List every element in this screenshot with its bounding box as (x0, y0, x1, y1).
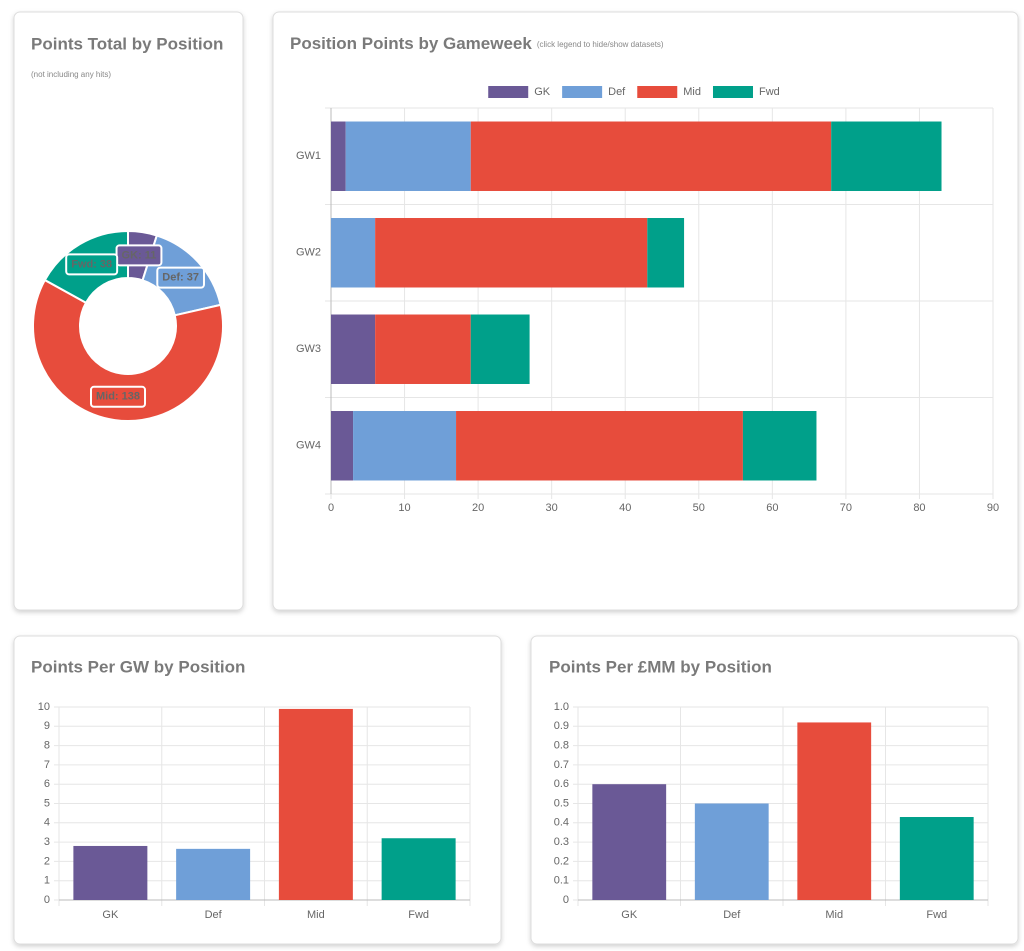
chart-heading: Position Points by Gameweek (click legend… (290, 34, 664, 53)
bar-segment (647, 218, 685, 288)
x-tick-label: 30 (546, 502, 558, 514)
chart-title: Points Per £MM by Position (549, 657, 772, 676)
y-tick-label: 5 (44, 797, 50, 809)
bar (899, 817, 974, 900)
bar (278, 708, 353, 900)
bar-segment (353, 411, 457, 481)
bar-segment (742, 411, 817, 481)
y-tick-label: 1 (44, 875, 50, 887)
x-tick-label: Mid (307, 909, 325, 921)
y-tick-label: 0.3 (554, 836, 569, 848)
legend-label[interactable]: Fwd (759, 86, 780, 98)
data-label-box (65, 253, 119, 276)
chart-title: Points Total by Position (31, 34, 223, 53)
legend-swatch[interactable] (637, 86, 678, 98)
x-tick-label: 40 (619, 502, 631, 514)
y-tick-label: 0.7 (554, 759, 569, 771)
y-tick-label: GW4 (296, 440, 321, 452)
bar-segment (345, 121, 471, 191)
x-tick-label: 60 (766, 502, 778, 514)
bar (176, 848, 251, 900)
legend-swatch[interactable] (562, 86, 603, 98)
y-tick-label: 10 (38, 701, 50, 713)
x-tick-label: GK (621, 909, 638, 921)
doughnut-slice (32, 278, 224, 422)
x-tick-label: 10 (398, 502, 410, 514)
data-label: Def: 37 (162, 272, 199, 284)
bar-segment (375, 218, 648, 288)
bar-segment (470, 314, 530, 384)
y-tick-label: 1.0 (554, 701, 569, 713)
y-tick-label: 0.1 (554, 875, 569, 887)
y-tick-label: GW3 (296, 343, 321, 355)
bar-segment (331, 314, 376, 384)
y-tick-label: 7 (44, 759, 50, 771)
y-tick-label: 0 (44, 894, 50, 906)
x-tick-label: 80 (913, 502, 925, 514)
chart-subtitle: (click legend to hide/show datasets) (537, 40, 664, 49)
legend-label[interactable]: Mid (683, 86, 701, 98)
chart-title: Points Per GW by Position (31, 657, 245, 676)
x-tick-label: GK (102, 909, 119, 921)
y-tick-label: 0.9 (554, 720, 569, 732)
legend-swatch[interactable] (488, 86, 529, 98)
panel (272, 11, 1019, 611)
bar-segment (331, 218, 376, 288)
bar-segment (331, 411, 354, 481)
y-tick-label: 8 (44, 740, 50, 752)
x-tick-label: 50 (693, 502, 705, 514)
x-tick-label: Def (723, 909, 741, 921)
y-tick-label: 0.8 (554, 740, 569, 752)
y-tick-label: 2 (44, 855, 50, 867)
y-tick-label: 0.5 (554, 797, 569, 809)
x-tick-label: Def (205, 909, 223, 921)
y-tick-label: 3 (44, 836, 50, 848)
y-tick-label: GW2 (296, 247, 321, 259)
chart-title: Position Points by Gameweek (290, 34, 532, 53)
y-tick-label: 0.6 (554, 778, 569, 790)
panel (13, 11, 244, 611)
bar-segment (456, 411, 743, 481)
bar-segment (375, 314, 471, 384)
legend-label[interactable]: GK (534, 86, 551, 98)
x-tick-label: 90 (987, 502, 999, 514)
bar-segment (831, 121, 942, 191)
data-label: Fwd: 38 (71, 258, 112, 270)
x-tick-label: 70 (840, 502, 852, 514)
data-label-box (156, 266, 205, 289)
y-tick-label: 0.2 (554, 855, 569, 867)
y-tick-label: 4 (44, 817, 50, 829)
chart-subtitle: (not including any hits) (31, 70, 111, 79)
bar (694, 803, 769, 900)
x-tick-label: 20 (472, 502, 484, 514)
bar (381, 838, 456, 900)
y-tick-label: 9 (44, 720, 50, 732)
bar-segment (470, 121, 832, 191)
x-tick-label: 0 (328, 502, 334, 514)
bar-segment (331, 121, 346, 191)
legend-label[interactable]: Def (608, 86, 626, 98)
bar (797, 722, 872, 900)
y-tick-label: 6 (44, 778, 50, 790)
y-tick-label: 0 (563, 894, 569, 906)
data-label: Mid: 138 (96, 391, 140, 403)
x-tick-label: Fwd (408, 909, 429, 921)
bar (592, 784, 667, 900)
y-tick-label: 0.4 (554, 817, 569, 829)
data-label: GK: 11 (122, 249, 157, 261)
legend-swatch[interactable] (712, 86, 753, 98)
x-tick-label: Fwd (926, 909, 947, 921)
x-tick-label: Mid (825, 909, 843, 921)
data-label-box (89, 385, 147, 408)
y-tick-label: GW1 (296, 150, 321, 162)
bar (73, 845, 148, 900)
